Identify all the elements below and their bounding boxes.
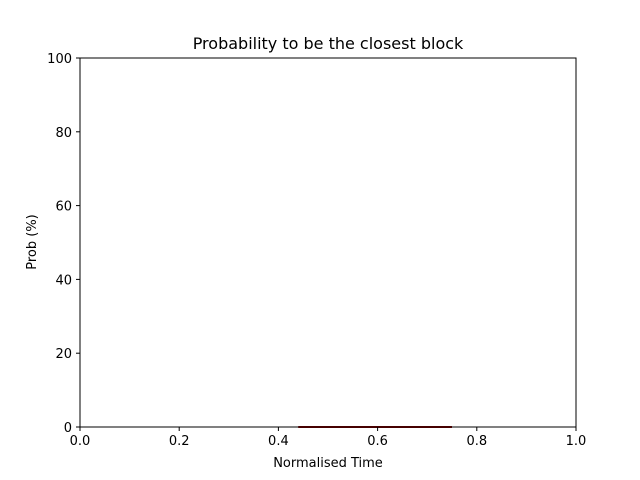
y-axis-label: Prob (%) [25,214,40,270]
y-tick-label: 60 [55,200,72,215]
x-tick-label: 0.0 [70,434,91,449]
x-tick-label: 0.6 [367,434,388,449]
x-tick-label: 1.0 [566,434,587,449]
x-axis-label: Normalised Time [273,456,383,471]
axes-frame [79,57,577,428]
y-tick-label: 20 [55,347,72,362]
x-tick-label: 0.2 [169,434,190,449]
chart-title: Probability to be the closest block [193,34,464,53]
y-tick-label: 40 [55,273,72,288]
y-axis-ticks: 0 20 40 60 80 100 [47,52,80,436]
y-tick-label: 100 [47,52,72,67]
x-tick-label: 0.8 [466,434,487,449]
x-axis-ticks: 0.0 0.2 0.4 0.6 0.8 1.0 [70,427,587,449]
x-tick-label: 0.4 [268,434,289,449]
y-tick-label: 0 [64,421,72,436]
y-tick-label: 80 [55,126,72,141]
